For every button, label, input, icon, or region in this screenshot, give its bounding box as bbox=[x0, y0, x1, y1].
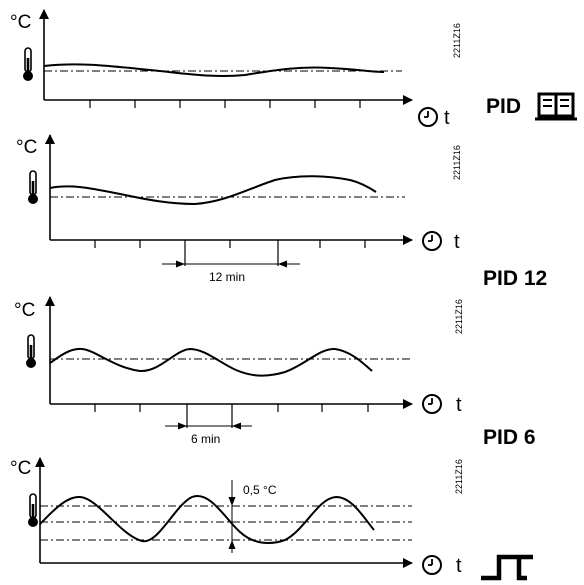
interval-label: 6 min bbox=[191, 432, 220, 446]
panel-pid-12: °C 12 min t 2211Z16 PID 12 bbox=[16, 134, 547, 290]
x-unit-label: t bbox=[456, 394, 462, 416]
thermometer-icon bbox=[26, 492, 40, 529]
panel-two-position: °C 0,5 °C t 2211Z16 bbox=[10, 457, 533, 581]
clock-icon bbox=[422, 555, 442, 575]
band-label: 0,5 °C bbox=[243, 483, 277, 497]
clock-icon bbox=[418, 107, 438, 127]
mode-label-pid-6: PID 6 bbox=[483, 426, 536, 449]
y-unit-label: °C bbox=[10, 12, 31, 33]
two-position-step-icon bbox=[481, 554, 533, 581]
interval-dimension bbox=[162, 260, 300, 268]
thermometer-icon bbox=[21, 46, 35, 83]
temperature-curve bbox=[49, 347, 373, 377]
clock-icon bbox=[422, 231, 442, 251]
thermometer-icon bbox=[26, 169, 40, 206]
figure-code: 2211Z16 bbox=[452, 145, 462, 180]
x-ticks bbox=[89, 100, 361, 108]
mode-label-pid-12: PID 12 bbox=[483, 267, 547, 290]
x-ticks bbox=[94, 240, 366, 266]
clock-icon bbox=[422, 394, 442, 414]
band-dimension bbox=[228, 480, 236, 553]
mode-label-pid: PID bbox=[486, 95, 521, 118]
x-unit-label: t bbox=[444, 107, 450, 129]
y-unit-label: °C bbox=[16, 137, 37, 158]
panel-pid-book: °C t 2211Z16 PID bbox=[10, 9, 577, 129]
figure-code: 2211Z16 bbox=[454, 299, 464, 334]
interval-label: 12 min bbox=[209, 270, 245, 284]
figure-code: 2211Z16 bbox=[452, 23, 462, 58]
x-ticks bbox=[94, 404, 369, 428]
temperature-curve bbox=[39, 494, 375, 545]
panel-pid-6: °C 6 min t 2211Z16 PID 6 bbox=[14, 296, 536, 449]
temperature-curve bbox=[49, 175, 377, 206]
y-unit-label: °C bbox=[14, 300, 35, 321]
temperature-curve bbox=[43, 63, 385, 78]
book-icon bbox=[535, 92, 577, 121]
thermometer-icon bbox=[24, 333, 38, 370]
figure-code: 2211Z16 bbox=[454, 459, 464, 494]
x-unit-label: t bbox=[454, 231, 460, 253]
interval-dimension bbox=[165, 422, 252, 430]
y-unit-label: °C bbox=[10, 458, 31, 479]
x-unit-label: t bbox=[456, 555, 462, 577]
